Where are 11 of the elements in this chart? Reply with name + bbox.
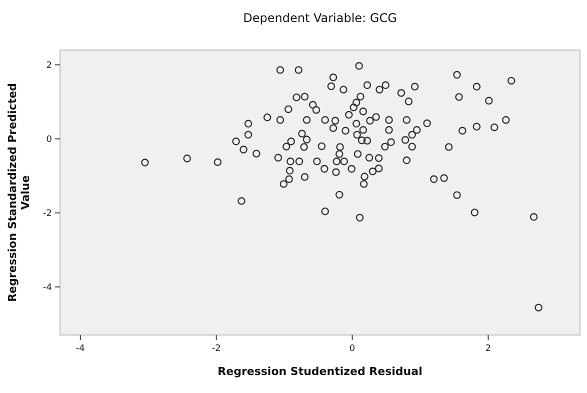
y-tick-label: 2 <box>46 60 52 71</box>
x-tick-label: 2 <box>485 344 492 354</box>
x-tick-label: -4 <box>76 344 86 354</box>
y-tick-label: 0 <box>46 134 52 145</box>
x-tick-label: 0 <box>349 344 356 354</box>
y-axis-title: Regression Standardized Predicted Value <box>6 83 32 302</box>
y-tick-label: -2 <box>43 208 52 219</box>
x-tick-label: -2 <box>212 344 221 354</box>
chart-title: Dependent Variable: GCG <box>243 11 397 25</box>
x-axis-title: Regression Studentized Residual <box>218 365 422 378</box>
y-tick-label: -4 <box>43 282 52 293</box>
